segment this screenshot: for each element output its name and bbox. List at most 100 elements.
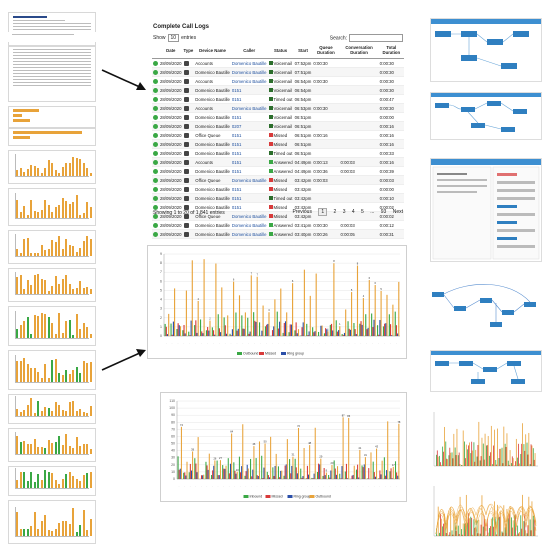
- expand-icon[interactable]: [153, 186, 158, 192]
- expand-cell[interactable]: [152, 229, 159, 239]
- report-thumbnail-chart-8[interactable]: [8, 428, 96, 462]
- column-header[interactable]: [152, 44, 159, 59]
- report-thumbnail-chart-1[interactable]: [8, 150, 96, 184]
- expand-icon[interactable]: [153, 96, 158, 102]
- expand-cell[interactable]: [152, 103, 159, 113]
- expand-cell[interactable]: [152, 94, 159, 104]
- column-header[interactable]: Total Duration: [378, 44, 404, 59]
- column-header[interactable]: Device Name: [194, 44, 231, 59]
- table-row[interactable]: 28/09/2020 Domenico Bautille 0151 Missed 03:…: [152, 202, 404, 212]
- table-row[interactable]: 28/09/2020 Domenico Bautille 0151 Timed out…: [152, 193, 404, 203]
- pagination-next[interactable]: Next: [392, 209, 403, 215]
- expand-cell[interactable]: [152, 175, 159, 185]
- table-row[interactable]: 28/09/2020 Domenico Bautille 0151 Voicemail…: [152, 85, 404, 95]
- table-row[interactable]: 28/09/2020 Domenico Bautille Domenico Baut…: [152, 67, 404, 77]
- expand-icon[interactable]: [153, 105, 158, 111]
- pagination-page-2[interactable]: 2: [333, 209, 337, 215]
- expand-icon[interactable]: [153, 69, 158, 75]
- expand-icon[interactable]: [153, 204, 158, 210]
- expand-cell[interactable]: [152, 130, 159, 140]
- pagination-previous[interactable]: Previous: [292, 209, 312, 215]
- table-row[interactable]: 28/09/2020 Office Queue Domenico Bautille M…: [152, 211, 404, 221]
- expand-cell[interactable]: [152, 58, 159, 68]
- report-thumbnail-hbar-2[interactable]: [8, 128, 96, 146]
- table-row[interactable]: 28/09/2020 Domenico Bautille 0151 Answered 0…: [152, 166, 404, 176]
- expand-icon[interactable]: [153, 213, 158, 219]
- expand-icon[interactable]: [153, 114, 158, 120]
- table-row[interactable]: 28/09/2020 Domenico Bautille 0151 Missed 06:…: [152, 139, 404, 149]
- column-header[interactable]: Status: [267, 44, 294, 59]
- expand-cell[interactable]: [152, 202, 159, 212]
- table-row[interactable]: 28/09/2020 Domenico Bautille Domenico Baut…: [152, 229, 404, 239]
- pagination-page-93[interactable]: 93: [380, 209, 387, 215]
- expand-icon[interactable]: [153, 123, 158, 129]
- table-row[interactable]: 28/09/2020 Accounts Domenico Bautille Voice…: [152, 103, 404, 113]
- pagination-page-5[interactable]: 5: [361, 209, 364, 215]
- expand-icon[interactable]: [153, 195, 158, 201]
- report-thumbnail-chart-10[interactable]: [8, 500, 96, 544]
- expand-cell[interactable]: [152, 139, 159, 149]
- report-thumbnail-chart-2[interactable]: [8, 188, 96, 226]
- report-thumbnail-list[interactable]: [8, 46, 96, 102]
- expand-cell[interactable]: [152, 85, 159, 95]
- chart-screenshot-1[interactable]: [430, 410, 540, 472]
- column-header[interactable]: Type: [182, 44, 195, 59]
- expand-icon[interactable]: [153, 177, 158, 183]
- flow-screenshot-3[interactable]: [430, 280, 540, 336]
- expand-cell[interactable]: [152, 184, 159, 194]
- chart-screenshot-2[interactable]: [430, 484, 540, 542]
- table-row[interactable]: 28/09/2020 Accounts 0151 Answered 04:49pm 0:0…: [152, 157, 404, 167]
- report-thumbnail-hbar[interactable]: [8, 106, 96, 128]
- report-thumbnail-chart-5[interactable]: [8, 306, 96, 346]
- expand-icon[interactable]: [153, 78, 158, 84]
- report-thumbnail-chart-7[interactable]: [8, 394, 96, 424]
- report-thumbnail-chart-6[interactable]: [8, 350, 96, 390]
- column-header[interactable]: Date: [159, 44, 183, 59]
- table-row[interactable]: 28/09/2020 Domenico Bautille 0151 Timed out…: [152, 94, 404, 104]
- flow-screenshot-4[interactable]: [430, 350, 542, 392]
- table-row[interactable]: 28/09/2020 Accounts Domenico Bautille Voice…: [152, 58, 404, 68]
- settings-form-screenshot[interactable]: [430, 158, 542, 262]
- expand-icon[interactable]: [153, 87, 158, 93]
- pagination-page-4[interactable]: 4: [351, 209, 355, 215]
- search-input[interactable]: [349, 34, 403, 42]
- pagination-page-1[interactable]: 1: [318, 208, 328, 216]
- expand-cell[interactable]: [152, 112, 159, 122]
- report-thumbnail-filter[interactable]: [8, 32, 96, 42]
- expand-cell[interactable]: [152, 121, 159, 131]
- expand-cell[interactable]: [152, 76, 159, 86]
- pagination-page-3[interactable]: 3: [342, 209, 346, 215]
- expand-icon[interactable]: [153, 141, 158, 147]
- entries-select[interactable]: 10: [167, 34, 180, 42]
- report-thumbnail-chart-3[interactable]: [8, 230, 96, 264]
- expand-icon[interactable]: [153, 231, 158, 237]
- table-row[interactable]: 28/09/2020 Domenico Bautille 0151 Timed out…: [152, 148, 404, 158]
- table-row[interactable]: 28/09/2020 Office Queue 0151 Missed 06:51pm 0…: [152, 130, 404, 140]
- table-row[interactable]: 28/09/2020 Domenico Bautille 0207 Voicemail…: [152, 121, 404, 131]
- expand-cell[interactable]: [152, 211, 159, 221]
- report-thumbnail-chart-9[interactable]: [8, 466, 96, 496]
- expand-icon[interactable]: [153, 168, 158, 174]
- table-row[interactable]: 28/09/2020 Domenico Bautille 0151 Missed 03:…: [152, 184, 404, 194]
- expand-cell[interactable]: [152, 67, 159, 77]
- table-row[interactable]: 28/09/2020 Domenico Bautille Domenico Baut…: [152, 220, 404, 230]
- expand-cell[interactable]: [152, 193, 159, 203]
- expand-cell[interactable]: [152, 220, 159, 230]
- expand-icon[interactable]: [153, 222, 158, 228]
- table-row[interactable]: 28/09/2020 Office Queue Domenico Bautille M…: [152, 175, 404, 185]
- expand-icon[interactable]: [153, 159, 158, 165]
- expand-cell[interactable]: [152, 166, 159, 176]
- flow-screenshot-2[interactable]: [430, 92, 542, 140]
- report-thumbnail-chart-4[interactable]: [8, 268, 96, 302]
- expand-icon[interactable]: [153, 132, 158, 138]
- column-header[interactable]: Conversation Duration: [339, 44, 379, 59]
- expand-cell[interactable]: [152, 148, 159, 158]
- expand-icon[interactable]: [153, 150, 158, 156]
- column-header[interactable]: Queue Duration: [312, 44, 340, 59]
- table-row[interactable]: 28/09/2020 Domenico Bautille 0151 Voicemail…: [152, 112, 404, 122]
- table-row[interactable]: 28/09/2020 Accounts Domenico Bautille Voice…: [152, 76, 404, 86]
- flow-screenshot-1[interactable]: [430, 18, 542, 82]
- column-header[interactable]: Caller: [230, 44, 268, 59]
- column-header[interactable]: Start: [293, 44, 313, 59]
- expand-cell[interactable]: [152, 157, 159, 167]
